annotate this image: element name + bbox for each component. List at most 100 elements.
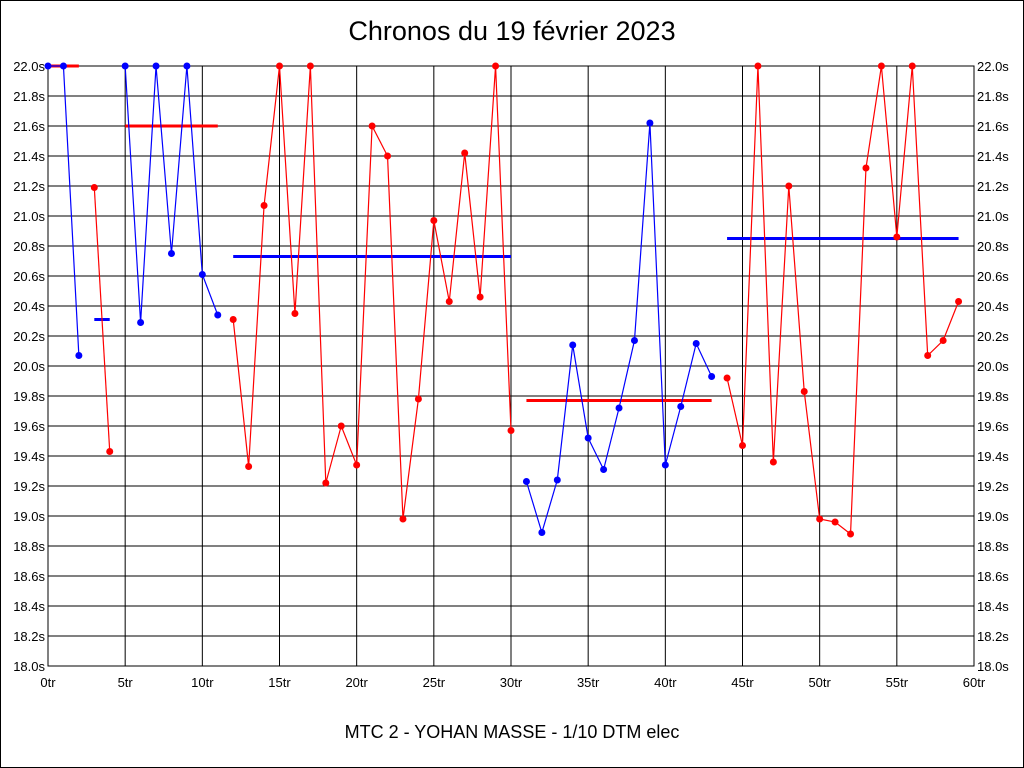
y-tick-label-right: 19.0s	[977, 509, 1009, 524]
y-tick-label-left: 18.6s	[13, 569, 45, 584]
lap-time-point	[291, 310, 299, 317]
lap-time-point	[630, 337, 638, 344]
chart-footer: MTC 2 - YOHAN MASSE - 1/10 DTM elec	[344, 722, 680, 742]
x-tick-label: 25tr	[423, 675, 446, 690]
lap-time-point	[399, 515, 407, 523]
lap-time-point	[137, 319, 145, 326]
x-tick-label: 60tr	[963, 675, 986, 690]
x-tick-label: 0tr	[40, 675, 56, 690]
lap-time-point	[584, 434, 592, 442]
y-tick-label-left: 22.0s	[13, 59, 45, 74]
lap-time-point	[646, 119, 654, 127]
lap-time-point	[939, 337, 947, 344]
lap-time-point	[276, 62, 283, 70]
plot-area-border	[47, 65, 975, 667]
lap-time-point	[445, 298, 453, 305]
y-tick-label-left: 20.8s	[13, 239, 45, 254]
y-tick-label-right: 18.8s	[977, 539, 1009, 554]
lap-time-point	[476, 293, 484, 301]
x-tick-label: 10tr	[191, 675, 214, 690]
y-tick-label-left: 21.2s	[13, 179, 45, 194]
y-tick-label-left: 20.2s	[13, 329, 45, 344]
stint-series-line	[726, 65, 960, 536]
lap-time-point	[167, 250, 175, 257]
lap-time-point	[183, 62, 191, 70]
x-tick-label: 40tr	[654, 675, 677, 690]
y-tick-label-right: 20.4s	[977, 299, 1009, 314]
lap-time-point	[75, 352, 83, 359]
y-tick-label-right: 20.6s	[977, 269, 1009, 284]
y-tick-label-right: 20.0s	[977, 359, 1009, 374]
lap-time-point	[908, 62, 916, 70]
lap-time-point	[522, 478, 530, 485]
y-tick-label-left: 20.4s	[13, 299, 45, 314]
y-tick-label-left: 21.6s	[13, 119, 45, 134]
y-tick-label-left: 19.0s	[13, 509, 45, 524]
lap-time-point	[461, 149, 469, 157]
y-tick-label-right: 20.8s	[977, 239, 1009, 254]
y-tick-label-left: 19.2s	[13, 479, 45, 494]
stint-series-line	[124, 65, 219, 323]
lap-time-point	[414, 395, 422, 403]
lap-time-point	[677, 403, 685, 410]
y-tick-label-right: 22.0s	[977, 59, 1009, 74]
lap-time-point	[229, 316, 237, 323]
y-tick-label-right: 19.8s	[977, 389, 1009, 404]
lap-time-point	[44, 62, 52, 70]
y-tick-label-left: 20.0s	[13, 359, 45, 374]
lap-time-point	[90, 184, 98, 191]
x-tick-label: 45tr	[731, 675, 754, 690]
x-tick-label: 50tr	[808, 675, 831, 690]
lap-time-point	[785, 182, 793, 190]
lap-time-point	[245, 463, 253, 470]
y-tick-label-right: 21.2s	[977, 179, 1009, 194]
y-tick-label-right: 18.0s	[977, 659, 1009, 674]
lap-time-point	[847, 530, 855, 538]
y-tick-label-left: 19.6s	[13, 419, 45, 434]
lap-time-point	[492, 62, 500, 70]
y-tick-label-right: 21.4s	[977, 149, 1009, 164]
lap-time-point	[368, 122, 376, 130]
lap-time-point	[538, 529, 546, 536]
x-tick-label: 35tr	[577, 675, 600, 690]
stint-series-line	[48, 65, 80, 356]
y-tick-label-right: 21.8s	[977, 89, 1009, 104]
y-tick-label-right: 19.4s	[977, 449, 1009, 464]
lap-time-point	[831, 518, 839, 526]
lap-time-point	[507, 427, 515, 434]
lap-time-point	[893, 233, 901, 241]
y-tick-label-right: 18.2s	[977, 629, 1009, 644]
x-tick-label: 55tr	[886, 675, 909, 690]
y-tick-label-right: 19.6s	[977, 419, 1009, 434]
lap-time-point	[800, 388, 808, 395]
lap-time-point	[569, 341, 577, 349]
lap-time-point	[739, 442, 746, 449]
y-tick-label-left: 21.4s	[13, 149, 45, 164]
y-tick-label-left: 18.8s	[13, 539, 45, 554]
lap-time-point	[769, 458, 777, 466]
y-tick-label-left: 21.0s	[13, 209, 45, 224]
lap-time-point	[692, 340, 700, 347]
lap-time-point	[322, 479, 330, 487]
lap-time-point	[955, 298, 963, 305]
lap-time-point	[214, 311, 222, 319]
y-tick-label-left: 19.4s	[13, 449, 45, 464]
lap-time-point	[59, 62, 67, 70]
y-tick-label-right: 20.2s	[977, 329, 1009, 344]
y-tick-label-left: 18.4s	[13, 599, 45, 614]
lap-time-point	[877, 62, 885, 70]
y-tick-label-left: 19.8s	[13, 389, 45, 404]
lap-time-point	[708, 373, 716, 380]
lap-time-point	[600, 466, 608, 473]
lap-time-point	[430, 217, 438, 224]
lap-time-point	[306, 62, 314, 70]
y-tick-label-right: 18.4s	[977, 599, 1009, 614]
lap-time-point	[862, 164, 870, 172]
stint-series-line	[525, 122, 713, 535]
lap-time-point	[384, 152, 392, 160]
y-tick-label-left: 18.0s	[13, 659, 45, 674]
lap-time-point	[198, 271, 206, 278]
x-tick-label: 5tr	[118, 675, 134, 690]
chart-title: Chronos du 19 février 2023	[348, 16, 676, 46]
